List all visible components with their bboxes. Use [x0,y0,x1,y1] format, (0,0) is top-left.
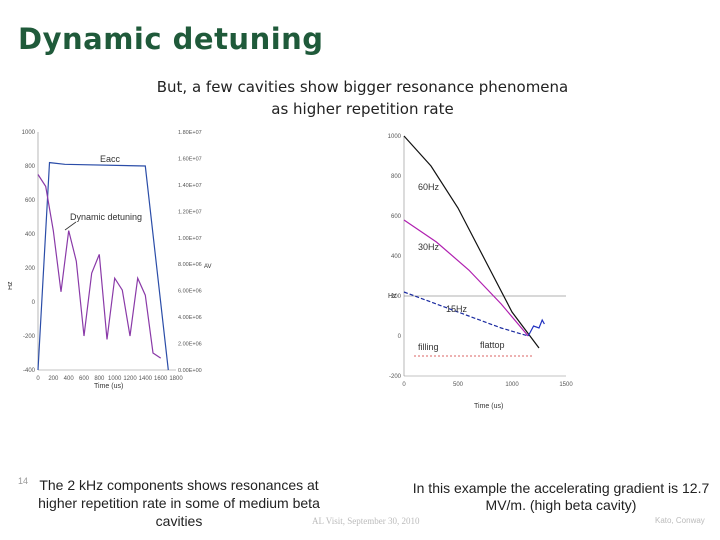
right-y-tick-label: 1000 [388,134,402,140]
slide-subtitle: But, a few cavities show bigger resonanc… [110,76,615,120]
slide-title: Dynamic detuning [18,22,324,56]
left-y-tick-label: 200 [25,266,36,272]
left-y2-tick-label: 2.00E+06 [178,342,202,348]
left-series-line-dynamic-detuning [37,174,162,359]
left-y2-tick-label: 1.80E+07 [178,130,202,136]
left-y2-tick-label: 1.60E+07 [178,156,202,162]
right-y-tick-label: 200 [391,294,402,300]
right-series-label: 15Hz [446,304,468,314]
right-y-tick-label: 0 [398,334,402,340]
right-y-tick-labels: 1000 800 600 400 200 0 -200 [388,134,402,380]
left-y-tick-label: -400 [23,368,36,374]
right-series-line-30hz [403,219,529,337]
left-y2-tick-label: 1.20E+07 [178,209,202,215]
left-x-tick-label: 600 [79,376,90,382]
left-x-tick-label: 400 [64,376,75,382]
right-series-line-3 [527,318,545,337]
left-x-tick-label: 200 [48,376,59,382]
right-series-label: 60Hz [418,182,440,192]
right-x-tick-labels: 0 500 1000 1500 [402,382,573,388]
right-series-label: 30Hz [418,242,440,252]
left-y-tick-label: 0 [32,300,36,306]
left-chart-grid [37,132,176,371]
left-y-tick-labels: 1000 800 600 400 200 0 -200 -400 [22,130,36,374]
left-ylabel: Hz [8,281,14,290]
left-xlabel: Time (us) [94,383,123,390]
left-annotation-eacc: Eacc [100,154,121,164]
left-series-line-eacc [37,161,169,371]
left-y2-tick-label: 1.40E+07 [178,183,202,189]
left-annotation-detuning: Dynamic detuning [70,212,142,222]
left-x-tick-label: 0 [36,376,40,382]
left-annotation-arrow [64,221,77,231]
left-x-tick-label: 1200 [123,376,137,382]
right-y-tick-label: 800 [391,174,402,180]
subtitle-line-1: But, a few cavities show bigger resonanc… [156,78,569,96]
left-y-tick-label: 800 [25,164,36,170]
right-chart-grid [403,136,566,377]
right-xlabel: Time (us) [474,403,503,410]
left-x-tick-labels: 0 200 400 600 800 1000 1200 1400 1600 1800 [36,376,183,382]
right-x-tick-label: 1000 [505,382,519,388]
left-x-tick-label: 800 [94,376,105,382]
right-y-tick-label: 400 [391,254,402,260]
right-x-tick-label: 500 [453,382,464,388]
left-y2-tick-label: 4.00E+06 [178,315,202,321]
left-x-tick-label: 1400 [139,376,153,382]
footer-right-text: Kato, Conway [655,516,705,525]
left-chart-series [37,161,169,371]
left-y2-tick-labels: 1.80E+07 1.60E+07 1.40E+07 1.20E+07 1.00E+07… [178,130,202,374]
footer-text: AL Visit, September 30, 2010 [312,516,420,526]
right-annotation-filling: filling [418,342,439,352]
left-x-tick-label: 1800 [169,376,183,382]
right-y-tick-label: 600 [391,214,402,220]
left-y-tick-label: 600 [25,198,36,204]
page-number: 14 [18,476,29,486]
right-series-labels: 60Hz 30Hz 15Hz [418,182,468,314]
left-x-tick-label: 1000 [108,376,122,382]
right-y-tick-label: -200 [389,374,402,380]
left-y2-tick-label: 0.00E+00 [178,368,202,374]
caption-right: In this example the accelerating gradien… [412,480,710,513]
left-y2-tick-label: 6.00E+06 [178,289,202,295]
left-y2-tick-label: 8.00E+06 [178,262,202,268]
right-series-line-60hz [403,135,540,349]
right-series-line-15hz [403,291,529,337]
right-x-tick-label: 1500 [559,382,573,388]
left-y-tick-label: 400 [25,232,36,238]
subtitle-line-2: as higher repetition rate [271,100,454,118]
left-y2-tick-label: 1.00E+07 [178,236,202,242]
right-x-tick-label: 0 [402,382,406,388]
left-y-tick-label: -200 [23,334,36,340]
left-y-tick-label: 1000 [22,130,36,136]
left-x-tick-label: 1600 [154,376,168,382]
right-ylabel: Hz [388,293,397,300]
caption-left: The 2 kHz components shows resonances at… [38,477,320,529]
left-y2label: AV [204,264,212,270]
right-chart-series [403,135,545,349]
right-annotation-flattop: flattop [480,340,505,350]
